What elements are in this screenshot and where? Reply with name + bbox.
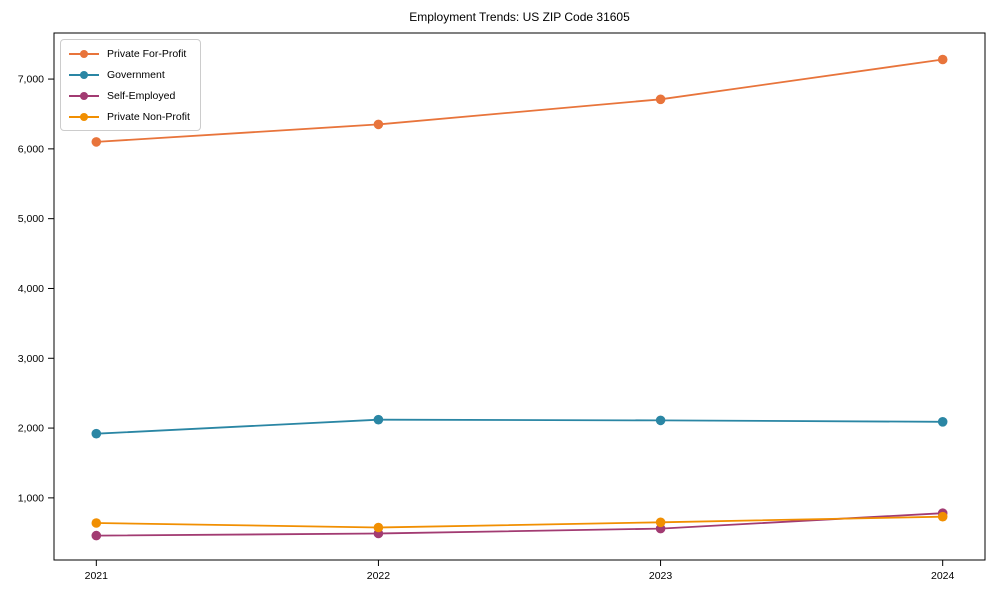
- y-tick-label: 5,000: [18, 213, 44, 225]
- series-marker-private-non-profit: [373, 522, 384, 533]
- legend-item-self-employed: Self-Employed: [69, 87, 190, 104]
- legend-item-private-non-profit: Private Non-Profit: [69, 108, 190, 125]
- series-marker-self-employed: [91, 530, 102, 541]
- series-marker-private-for-profit: [91, 137, 102, 147]
- y-tick-label: 1,000: [18, 492, 44, 504]
- legend-marker-icon: [69, 91, 99, 101]
- x-tick-label: 2022: [367, 570, 391, 582]
- x-tick-label: 2024: [931, 570, 955, 582]
- series-line-government: [96, 418, 943, 435]
- y-tick-label: 2,000: [18, 423, 44, 435]
- series-marker-private-non-profit: [91, 518, 102, 528]
- chart-title: Employment Trends: US ZIP Code 31605: [409, 10, 630, 24]
- legend-marker-icon: [69, 112, 99, 122]
- series-marker-government: [655, 415, 666, 426]
- y-tick-label: 6,000: [18, 143, 44, 155]
- series-marker-private-non-profit: [655, 517, 666, 528]
- y-tick-label: 3,000: [18, 353, 44, 365]
- series-marker-government: [937, 417, 948, 427]
- series-marker-private-for-profit: [937, 54, 948, 65]
- series-line-private-for-profit: [96, 58, 943, 143]
- legend-item-private-for-profit: Private For-Profit: [69, 45, 190, 62]
- series-marker-government: [91, 428, 102, 439]
- legend-label: Private Non-Profit: [107, 110, 190, 123]
- legend-label: Government: [107, 68, 165, 81]
- legend-marker-icon: [69, 70, 99, 80]
- series-marker-private-for-profit: [655, 94, 666, 105]
- chart-legend: Private For-Profit Government Self-Employe…: [60, 39, 201, 131]
- x-tick-label: 2021: [85, 570, 109, 582]
- legend-label: Self-Employed: [107, 89, 176, 102]
- legend-label: Private For-Profit: [107, 47, 187, 60]
- y-tick-label: 4,000: [18, 283, 44, 295]
- legend-marker-icon: [69, 49, 99, 59]
- legend-item-government: Government: [69, 66, 190, 83]
- x-tick-label: 2023: [649, 570, 673, 582]
- y-tick-label: 7,000: [18, 74, 44, 86]
- axes-box: [53, 32, 986, 561]
- series-marker-private-non-profit: [937, 511, 948, 522]
- series-line-self-employed: [96, 512, 943, 537]
- series-marker-private-for-profit: [373, 119, 384, 130]
- series-line-private-non-profit: [96, 515, 943, 529]
- series-marker-government: [373, 414, 384, 425]
